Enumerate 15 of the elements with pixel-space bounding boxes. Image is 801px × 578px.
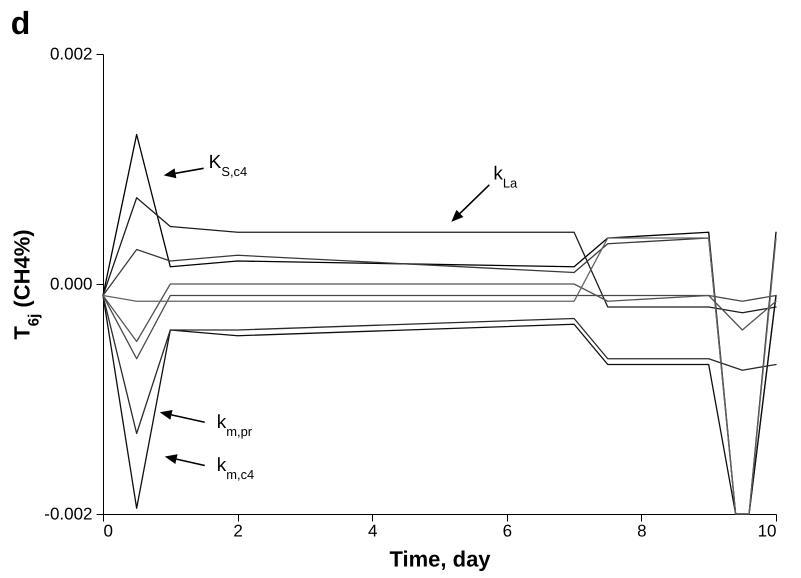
annotation: K$_{S,c4}$	[208, 152, 248, 179]
y-tick-label: 0.000	[50, 274, 92, 294]
x-tick-label: 10	[758, 522, 776, 540]
y-tick-label: 0.002	[50, 44, 92, 64]
annotation: k$_{La}$	[493, 164, 518, 190]
x-tick-label: 0	[104, 522, 113, 540]
x-tick-label: 6	[502, 522, 512, 540]
annotation: k$_{m,c4}$	[216, 455, 254, 482]
x-tick-label: 8	[637, 522, 647, 540]
x-tick-label: 2	[233, 522, 243, 540]
annotation: k$_{m,pr}$	[216, 412, 253, 438]
chart-title: d	[10, 5, 30, 41]
x-tick-label: 4	[368, 522, 378, 540]
y-tick-label: -0.002	[44, 504, 92, 524]
x-axis-title: Time, day	[389, 546, 492, 572]
